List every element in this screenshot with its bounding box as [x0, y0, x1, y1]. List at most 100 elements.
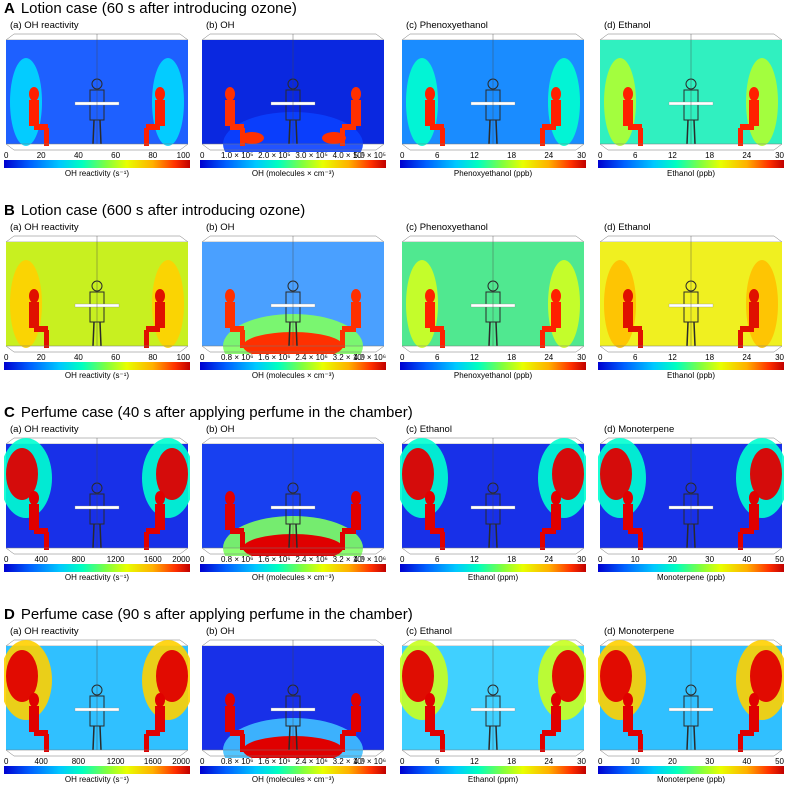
colorbar-unit-label: OH reactivity (s⁻¹) [64, 775, 130, 784]
colorbar-tick-label: 12 [667, 353, 677, 362]
left-occupant [623, 87, 643, 146]
section-d: D Perfume case (90 s after applying perfu… [0, 606, 785, 808]
colorbar-unit-label: Phenoxyethanol (ppb) [453, 371, 533, 380]
colorbar-tick-label: 80 [148, 353, 158, 362]
colorbar-unit-label: Ethanol (ppb) [666, 371, 716, 380]
chamber-floor [599, 143, 783, 151]
colorbar [200, 160, 386, 168]
left-hotspot [402, 650, 434, 702]
panel: (d) Ethanol 0 6 12 18 24 30 Ethanol (ppb) [598, 20, 784, 198]
colorbar-tick-label: 50 [775, 555, 784, 564]
left-occupant [225, 289, 245, 348]
section-letter: C [4, 404, 15, 421]
occupant-legs [430, 730, 444, 736]
occupant-shins [44, 128, 49, 146]
occupant-legs [628, 124, 642, 130]
colorbar-tick-label: 3.2 × 10⁶ [332, 757, 366, 766]
colorbar [400, 766, 586, 774]
figure-right-leg [495, 321, 498, 347]
colorbar-tick-label: 0 [4, 353, 9, 362]
occupant-head [29, 491, 39, 505]
occupant-legs [542, 730, 556, 736]
section-letter: D [4, 606, 15, 623]
occupant-head [225, 491, 235, 505]
colorbar-unit-label: OH (molecules × cm⁻³) [251, 775, 335, 784]
right-occupant [340, 289, 361, 348]
occupant-torso [749, 504, 759, 530]
right-hotspot [552, 448, 584, 500]
occupant-shins [638, 330, 643, 348]
left-occupant [623, 289, 643, 348]
occupant-legs [542, 124, 556, 130]
colorbar-ticks: 0 6 12 18 24 30 [400, 555, 586, 564]
colorbar-tick-label: 18 [705, 151, 715, 160]
figure-right-leg [693, 523, 696, 549]
chamber-floor [5, 345, 189, 353]
section-a: A Lotion case (60 s after introducing ozo… [0, 0, 785, 202]
occupant-shins [440, 532, 445, 550]
colorbar-tick-label: 2.4 × 10⁶ [295, 555, 328, 564]
colorbar-unit-label: OH (molecules × cm⁻³) [251, 169, 335, 178]
occupant-head [225, 87, 235, 101]
chamber-floor [5, 749, 189, 757]
figure-right-leg [693, 119, 696, 145]
colorbar [200, 564, 386, 572]
colorbar-tick-label: 20 [667, 555, 677, 564]
colorbar-tick-label: 0 [598, 353, 603, 362]
colorbar-unit-label: OH reactivity (s⁻¹) [64, 371, 130, 380]
occupant-head [225, 289, 235, 303]
colorbar-tick-label: 30 [705, 757, 715, 766]
occupant-torso [623, 706, 633, 732]
occupant-head [29, 693, 39, 707]
occupant-head [29, 289, 39, 303]
colorbar-tick-label: 18 [507, 555, 517, 564]
colorbar-tick-label: 40 [742, 555, 752, 564]
chamber-floor [599, 749, 783, 757]
chamber-floor [201, 547, 385, 555]
panel-label: (a) OH reactivity [10, 222, 79, 233]
occupant-shins [144, 734, 149, 752]
colorbar-tick-label: 0 [400, 353, 405, 362]
chamber-contour-map [4, 639, 190, 757]
colorbar-tick-label: 30 [577, 555, 586, 564]
figure-left-leg [288, 725, 291, 751]
panel-label: (d) Monoterpene [604, 424, 675, 435]
colorbar-unit-label: Phenoxyethanol (ppb) [453, 169, 533, 178]
occupant-legs [342, 326, 356, 332]
section-heading: A Lotion case (60 s after introducing ozo… [4, 0, 297, 18]
colorbar-unit-label: OH reactivity (s⁻¹) [64, 169, 130, 178]
occupant-torso [351, 706, 361, 732]
colorbar-tick-label: 2.4 × 10⁶ [295, 353, 328, 362]
panel: (c) Phenoxyethanol 0 6 12 18 24 30 Phenoxyethan… [400, 20, 586, 198]
panel: (a) OH reactivity 0 20 40 60 80 100 OH reactivi… [4, 222, 190, 400]
occupant-shins [240, 734, 245, 752]
figure-left-leg [92, 523, 95, 549]
colorbar [400, 362, 586, 370]
occupant-head [749, 491, 759, 505]
occupant-head [623, 491, 633, 505]
figure-left-leg [288, 321, 291, 347]
colorbar-tick-label: 80 [148, 151, 158, 160]
colorbar-tick-label: 4.0 × 10⁶ [353, 555, 386, 564]
left-occupant [623, 491, 643, 550]
panel: (b) OH 0 0.8 × 10⁶ 1.6 × 10⁶ 2.4 × 10⁶ 3.2 × … [200, 424, 386, 602]
colorbar [400, 160, 586, 168]
occupant-legs [430, 124, 444, 130]
occupant-shins [440, 330, 445, 348]
chamber-contour-map [5, 235, 189, 353]
colorbar-tick-label: 800 [71, 555, 86, 564]
floor-hotspot-left [240, 132, 264, 144]
occupant-legs [628, 326, 642, 332]
figure-right-leg [495, 523, 498, 549]
colorbar-tick-label: 0 [4, 757, 9, 766]
occupant-torso [425, 706, 435, 732]
panel: (b) OH 0 0.8 × 10⁶ 1.6 × 10⁶ 2.4 × 10⁶ 3.2 × … [200, 222, 386, 400]
figure-left-leg [686, 119, 689, 145]
colorbar [598, 766, 784, 774]
chamber-floor [5, 143, 189, 151]
colorbar-ticks: 0 6 12 18 24 30 [400, 353, 586, 362]
left-hotspot [600, 650, 632, 702]
colorbar-unit-label: OH (molecules × cm⁻³) [251, 573, 335, 582]
occupant-torso [425, 302, 435, 328]
occupant-head [155, 87, 165, 101]
